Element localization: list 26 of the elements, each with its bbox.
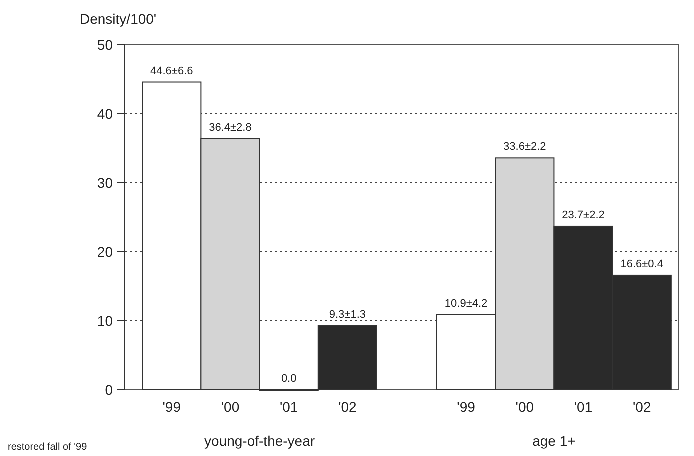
data-label: 9.3±1.3 xyxy=(329,308,366,321)
x-tick-label: '01 xyxy=(574,399,593,415)
y-tick-label: 50 xyxy=(97,36,114,53)
data-label: 0.0 xyxy=(281,373,297,385)
x-tick-label: '00 xyxy=(221,399,240,415)
x-tick-label: '01 xyxy=(280,399,298,415)
data-label: 44.6±6.6 xyxy=(150,65,194,78)
y-tick-label: 40 xyxy=(97,106,114,122)
text: restored fall of '99 xyxy=(8,442,88,453)
y-tick-label: 0 xyxy=(105,382,114,398)
data-label: 16.6±0.4 xyxy=(620,258,664,270)
x-tick-label: '99 xyxy=(457,399,476,415)
y-tick-label: 10 xyxy=(97,312,114,329)
data-label: 36.4±2.8 xyxy=(209,122,252,134)
data-label: 23.7±2.2 xyxy=(562,209,605,222)
x-tick-label: '99 xyxy=(162,399,182,415)
x-tick-label: '02 xyxy=(338,399,358,415)
text: young-of-the-year xyxy=(204,433,316,449)
data-label: 10.9±4.2 xyxy=(444,298,488,310)
data-label: 33.6±2.2 xyxy=(504,141,546,154)
y-tick-label: 20 xyxy=(97,244,114,260)
x-tick-label: '00 xyxy=(516,399,534,415)
y-axis-title: Density/100' xyxy=(80,11,157,27)
x-tick-label: '02 xyxy=(632,399,652,415)
y-tick-label: 30 xyxy=(97,174,114,191)
text: age 1+ xyxy=(532,433,576,449)
